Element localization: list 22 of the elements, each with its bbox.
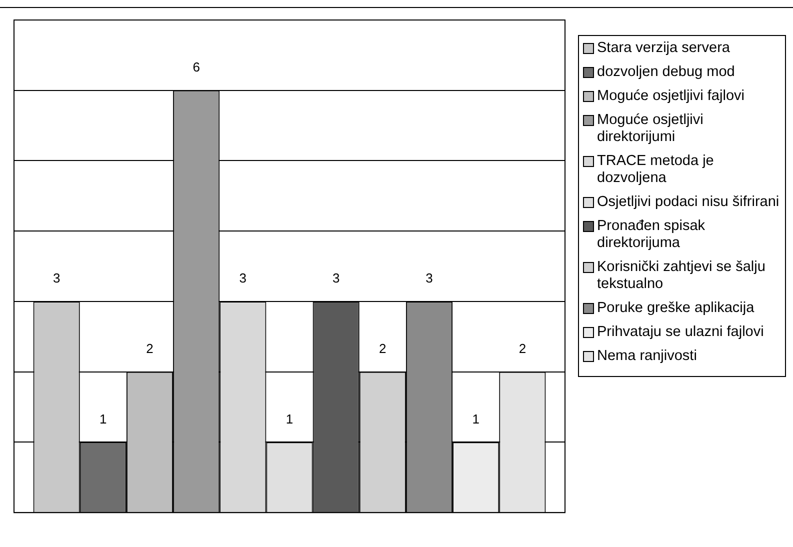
data-label: 3 [332,270,340,286]
data-label: 3 [239,270,247,286]
data-label: 1 [286,411,294,426]
legend-label: Stara verzija servera [597,40,730,57]
legend-label: Korisnički zahtjevi se šalju tekstualno [597,259,766,293]
data-label: 1 [472,411,480,426]
data-label: 3 [52,270,60,286]
legend-label: TRACE metoda je dozvoljena [597,153,715,187]
data-label: 1 [100,411,107,426]
legend-label: dozvoljen debug mod [597,64,735,81]
data-label: 2 [379,340,386,356]
data-label: 3 [426,270,433,286]
legend-label: Pronađen spisak direktorijuma [597,218,706,252]
legend-label: Nema ranjivosti [597,348,697,365]
legend-label: Moguće osjetljivi fajlovi [597,88,744,105]
legend-label: Poruke greške aplikacija [597,300,754,317]
legend-label: Prihvataju se ulazni fajlovi [597,324,764,341]
legend-label: Osjetljivi podaci nisu šifrirani [597,194,780,211]
data-label: 2 [518,340,526,356]
data-label: 2 [146,340,154,356]
legend-label: Moguće osjetljivi direktorijumi [597,112,704,146]
data-label: 6 [192,59,200,74]
